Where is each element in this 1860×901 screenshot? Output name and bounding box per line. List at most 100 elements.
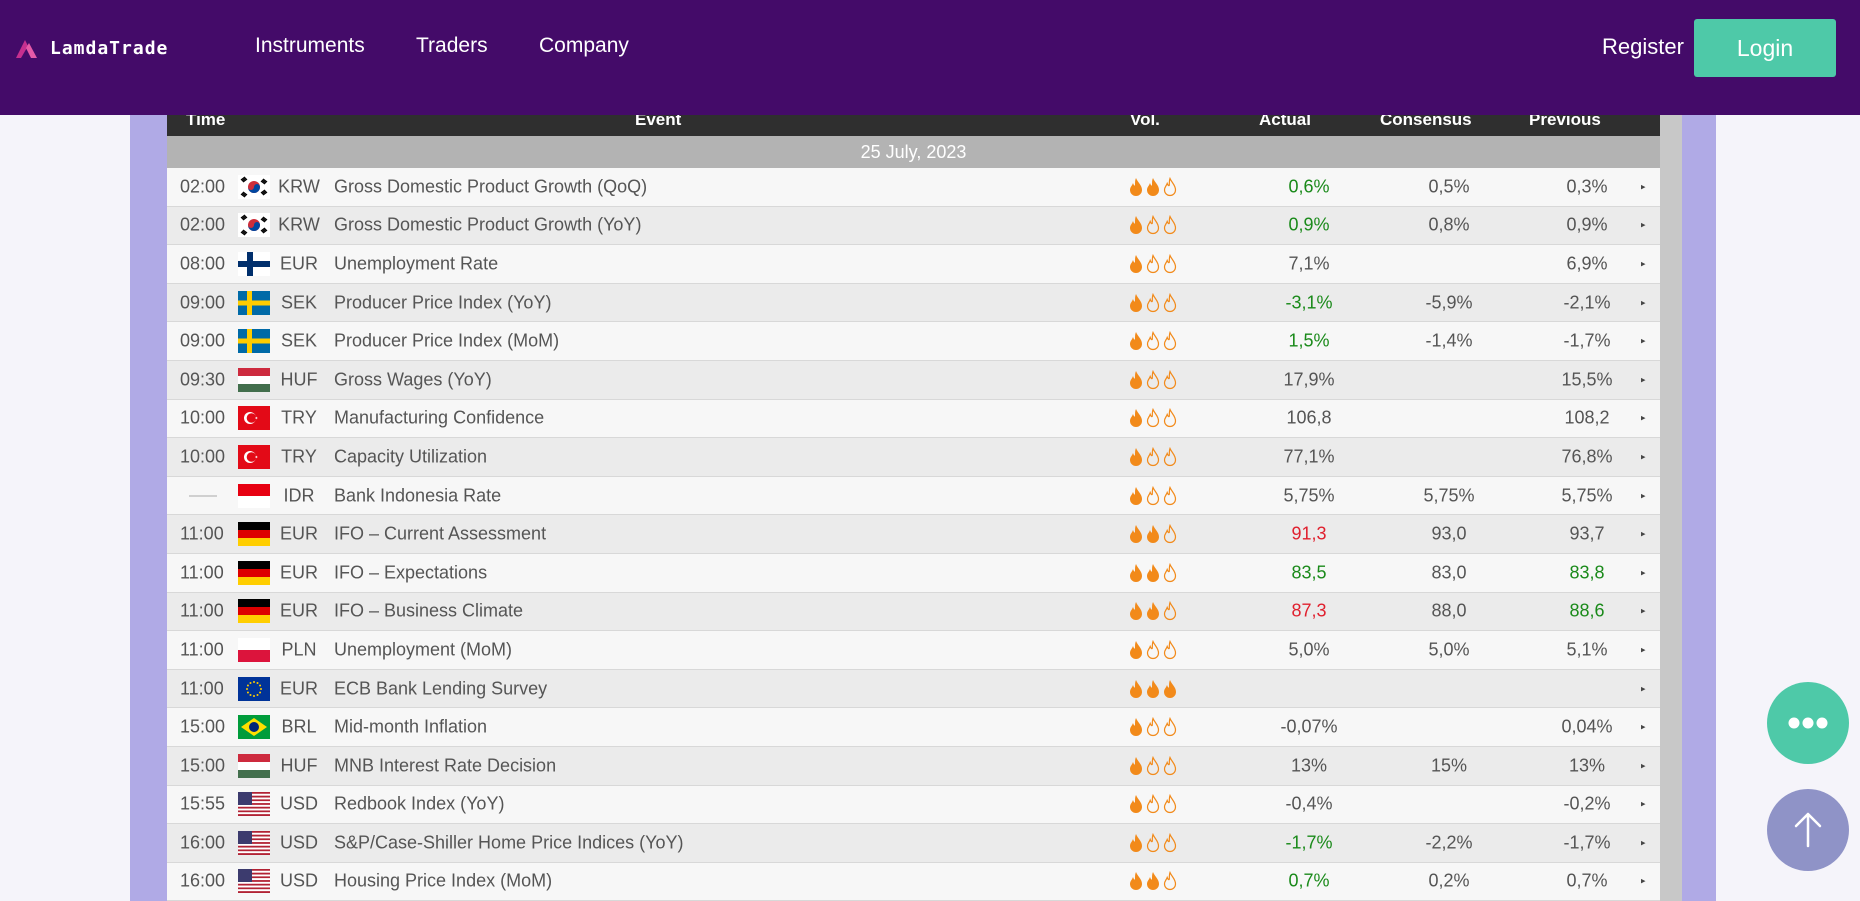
table-row[interactable]: 15:00 BRL Mid-month Inflation -0,07% 0,04% ▸ bbox=[167, 708, 1660, 747]
row-time: 16:00 bbox=[180, 832, 226, 853]
table-row[interactable]: 08:00 EUR Unemployment Rate 7,1% 6,9% ▸ bbox=[167, 245, 1660, 284]
row-consensus: -2,2% bbox=[1425, 832, 1473, 853]
date-group-row: 25 July, 2023 bbox=[167, 136, 1660, 168]
table-row[interactable]: 10:00 TRY Capacity Utilization 77,1% 76,8% ▸ bbox=[167, 438, 1660, 477]
caret-right-icon[interactable]: ▸ bbox=[1641, 412, 1646, 423]
row-volatility bbox=[1129, 215, 1177, 235]
table-row[interactable]: 02:00 KRW Gross Domestic Product Growth (Q… bbox=[167, 168, 1660, 207]
flame-filled-icon bbox=[1129, 370, 1143, 390]
caret-right-icon[interactable]: ▸ bbox=[1641, 875, 1646, 886]
row-event: IFO – Current Assessment bbox=[334, 523, 547, 544]
row-actual: 1,5% bbox=[1288, 330, 1330, 351]
caret-right-icon[interactable]: ▸ bbox=[1641, 798, 1646, 809]
flag-id-icon bbox=[238, 483, 270, 508]
caret-right-icon[interactable]: ▸ bbox=[1641, 335, 1646, 346]
row-currency: KRW bbox=[278, 176, 320, 197]
flame-outline-icon bbox=[1163, 331, 1177, 351]
flame-outline-icon bbox=[1163, 369, 1177, 390]
row-volatility bbox=[1129, 524, 1177, 544]
flame-outline-icon bbox=[1146, 717, 1160, 737]
table-row[interactable]: 15:00 HUF MNB Interest Rate Decision 13% 15%… bbox=[167, 746, 1660, 786]
caret-right-icon[interactable]: ▸ bbox=[1641, 644, 1646, 655]
flame-outline-icon bbox=[1163, 601, 1177, 621]
login-button[interactable]: Login bbox=[1694, 19, 1836, 77]
flag-eu-icon bbox=[238, 676, 270, 701]
row-time: 08:00 bbox=[180, 253, 226, 274]
caret-right-icon[interactable]: ▸ bbox=[1641, 567, 1646, 578]
table-row[interactable]: 11:00 EUR ECB Bank Lending Survey ▸ bbox=[167, 669, 1660, 709]
table-row[interactable]: 02:00 KRW Gross Domestic Product Growth (Y… bbox=[167, 206, 1660, 246]
row-previous: 0,3% bbox=[1566, 176, 1608, 197]
caret-right-icon[interactable]: ▸ bbox=[1641, 297, 1646, 308]
flame-filled-icon bbox=[1129, 563, 1143, 583]
row-actual: 91,3 bbox=[1291, 523, 1327, 544]
flag-us-icon bbox=[238, 869, 270, 894]
flag-kr-icon bbox=[238, 213, 270, 238]
table-row[interactable]: IDR Bank Indonesia Rate 5,75% 5,75% 5,75% ▸ bbox=[167, 476, 1660, 516]
row-previous: -1,7% bbox=[1563, 330, 1611, 351]
flame-outline-icon bbox=[1163, 446, 1177, 467]
row-event: Unemployment (MoM) bbox=[334, 639, 513, 660]
caret-right-icon[interactable]: ▸ bbox=[1641, 721, 1646, 732]
scroll-to-top-button[interactable] bbox=[1767, 789, 1849, 871]
caret-right-icon[interactable]: ▸ bbox=[1641, 837, 1646, 848]
register-link[interactable]: Register bbox=[1602, 34, 1684, 59]
flame-outline-icon bbox=[1163, 755, 1177, 776]
caret-right-icon[interactable]: ▸ bbox=[1641, 258, 1646, 269]
nav-link-company[interactable]: Company bbox=[539, 34, 629, 57]
row-event: IFO – Expectations bbox=[334, 562, 488, 583]
flame-filled-icon bbox=[1129, 254, 1143, 274]
table-row[interactable]: 10:00 TRY Manufacturing Confidence 106,8 108… bbox=[167, 399, 1660, 439]
table-row[interactable]: 16:00 USD Housing Price Index (MoM) 0,7% 0,2… bbox=[167, 862, 1660, 901]
row-previous: 0,04% bbox=[1561, 716, 1613, 737]
row-currency: TRY bbox=[281, 407, 317, 428]
row-currency: USD bbox=[279, 832, 318, 853]
table-row[interactable]: 11:00 EUR IFO – Current Assessment 91,3 93,0… bbox=[167, 515, 1660, 554]
flag-pl-icon bbox=[238, 637, 270, 662]
table-scrollbar[interactable] bbox=[1660, 90, 1682, 901]
flame-filled-icon bbox=[1146, 679, 1160, 699]
row-volatility bbox=[1129, 331, 1177, 351]
row-currency: HUF bbox=[280, 755, 318, 776]
caret-right-icon[interactable]: ▸ bbox=[1641, 605, 1646, 616]
row-previous: -2,1% bbox=[1563, 292, 1611, 313]
brand-logo[interactable]: LamdaTrade bbox=[12, 34, 168, 62]
caret-right-icon[interactable]: ▸ bbox=[1641, 181, 1646, 192]
row-time: 02:00 bbox=[180, 214, 226, 235]
flame-outline-icon bbox=[1146, 755, 1160, 776]
row-previous: -0,2% bbox=[1563, 793, 1611, 814]
row-actual: 83,5 bbox=[1291, 562, 1327, 583]
caret-right-icon[interactable]: ▸ bbox=[1641, 451, 1646, 462]
nav-link-instruments[interactable]: Instruments bbox=[255, 34, 365, 57]
caret-right-icon[interactable]: ▸ bbox=[1641, 219, 1646, 230]
chat-button[interactable] bbox=[1767, 682, 1849, 764]
row-volatility bbox=[1129, 871, 1177, 891]
row-actual: 0,7% bbox=[1288, 870, 1330, 891]
row-time: 15:00 bbox=[180, 755, 226, 776]
caret-right-icon[interactable]: ▸ bbox=[1641, 374, 1646, 385]
table-row[interactable]: 11:00 PLN Unemployment (MoM) 5,0% 5,0% 5,1% ▸ bbox=[167, 631, 1660, 670]
row-volatility bbox=[1129, 601, 1177, 621]
table-row[interactable]: 09:00 SEK Producer Price Index (YoY) -3,1% -… bbox=[167, 283, 1660, 323]
row-currency: EUR bbox=[279, 253, 318, 274]
table-row[interactable]: 09:30 HUF Gross Wages (YoY) 17,9% 15,5% ▸ bbox=[167, 360, 1660, 400]
economic-calendar-table: Time Event Vol. Actual Consensus Previou… bbox=[167, 100, 1660, 901]
row-volatility bbox=[1129, 446, 1177, 467]
caret-right-icon[interactable]: ▸ bbox=[1641, 760, 1646, 771]
table-row[interactable]: 15:55 USD Redbook Index (YoY) -0,4% -0,2% ▸ bbox=[167, 785, 1660, 825]
table-row[interactable]: 09:00 SEK Producer Price Index (MoM) 1,5% -1… bbox=[167, 322, 1660, 361]
table-row[interactable]: 11:00 EUR IFO – Business Climate 87,3 88,0 88… bbox=[167, 592, 1660, 632]
caret-right-icon[interactable]: ▸ bbox=[1641, 490, 1646, 501]
flame-outline-icon bbox=[1163, 485, 1177, 506]
row-volatility bbox=[1129, 176, 1177, 197]
flame-outline-icon bbox=[1163, 292, 1177, 313]
flag-fi-icon bbox=[238, 251, 270, 276]
caret-right-icon[interactable]: ▸ bbox=[1641, 683, 1646, 694]
nav-link-traders[interactable]: Traders bbox=[416, 34, 488, 57]
row-actual: -3,1% bbox=[1285, 292, 1333, 313]
row-consensus: 0,8% bbox=[1428, 214, 1470, 235]
caret-right-icon[interactable]: ▸ bbox=[1641, 528, 1646, 539]
table-row[interactable]: 16:00 USD S&P/Case-Shiller Home Price Indi… bbox=[167, 824, 1660, 863]
row-consensus: 5,0% bbox=[1428, 639, 1470, 660]
table-row[interactable]: 11:00 EUR IFO – Expectations 83,5 83,0 83,8 ▸ bbox=[167, 553, 1660, 593]
